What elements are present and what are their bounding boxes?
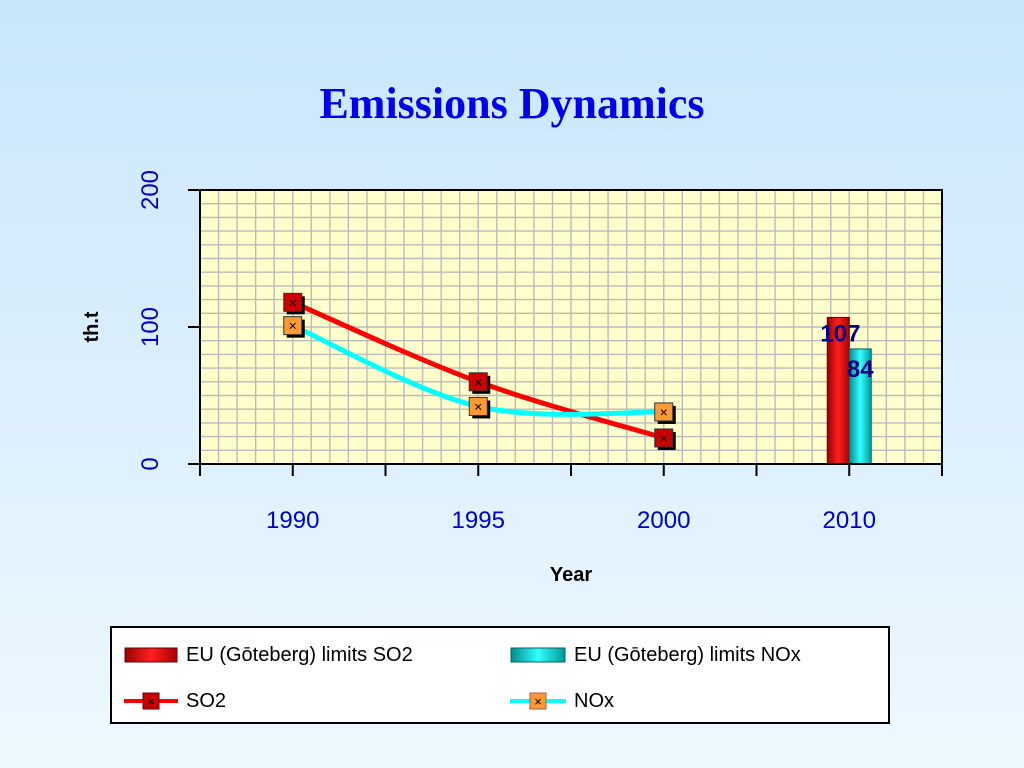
marker-nox: × (283, 316, 305, 338)
marker-so2: × (283, 292, 305, 315)
legend-swatch-so2-limit (124, 647, 178, 663)
legend-swatch-nox-limit (510, 647, 566, 663)
legend: EU (Gōteberg) limits SO2 EU (Gōteberg) l… (110, 626, 890, 724)
data-label-nox-limit: 84 (847, 356, 874, 383)
y-tick-label: 100 (137, 307, 164, 347)
legend-label-nox: NOx (574, 689, 614, 712)
marker-nox: × (654, 402, 676, 424)
legend-swatch-so2: × (124, 692, 178, 710)
slide-title: Emissions Dynamics (319, 79, 705, 128)
marker-box (283, 316, 303, 336)
legend-label-nox-limit: EU (Gōteberg) limits NOx (574, 643, 801, 666)
legend-swatch-nox: × (510, 692, 566, 710)
marker-box (283, 292, 303, 312)
svg-text:×: × (534, 694, 542, 709)
marker-cross: × (289, 294, 297, 310)
marker-cross: × (660, 430, 668, 446)
data-label-so2-limit: 107 (820, 320, 860, 347)
axes (188, 189, 943, 476)
series-lines: × × × × × × (283, 292, 676, 450)
bars (826, 316, 872, 465)
emissions-chart: × × × × × × 0 100 200 1990 1995 2000 2010 107 84 th.t… (81, 170, 943, 586)
grid (200, 190, 942, 464)
svg-text:×: × (147, 694, 155, 709)
x-axis-title: Year (550, 564, 592, 586)
marker-box (468, 372, 488, 392)
x-tick-label: 2010 (823, 507, 876, 534)
x-tick-label: 1990 (266, 507, 319, 534)
marker-cross: × (474, 398, 482, 414)
legend-item-so2-limit: EU (Gōteberg) limits SO2 (124, 640, 413, 670)
y-tick-label: 0 (137, 457, 164, 470)
x-tick-label: 1995 (452, 507, 505, 534)
marker-box (468, 396, 488, 416)
marker-so2: × (654, 428, 676, 450)
labels: 0 100 200 1990 1995 2000 2010 107 84 (137, 170, 876, 534)
marker-box (654, 428, 674, 448)
legend-item-so2: × SO2 (124, 686, 226, 716)
legend-item-nox: × NOx (510, 686, 614, 716)
marker-box (654, 402, 674, 422)
x-tick-label: 2000 (637, 507, 690, 534)
marker-cross: × (660, 404, 668, 420)
legend-item-nox-limit: EU (Gōteberg) limits NOx (510, 640, 801, 670)
legend-label-so2-limit: EU (Gōteberg) limits SO2 (186, 643, 413, 666)
legend-label-so2: SO2 (186, 689, 227, 712)
marker-cross: × (289, 318, 297, 334)
y-tick-label: 200 (137, 170, 164, 210)
marker-cross: × (474, 374, 482, 390)
marker-nox: × (468, 396, 491, 419)
y-axis-title: th.t (81, 311, 103, 342)
marker-so2: × (468, 372, 491, 394)
